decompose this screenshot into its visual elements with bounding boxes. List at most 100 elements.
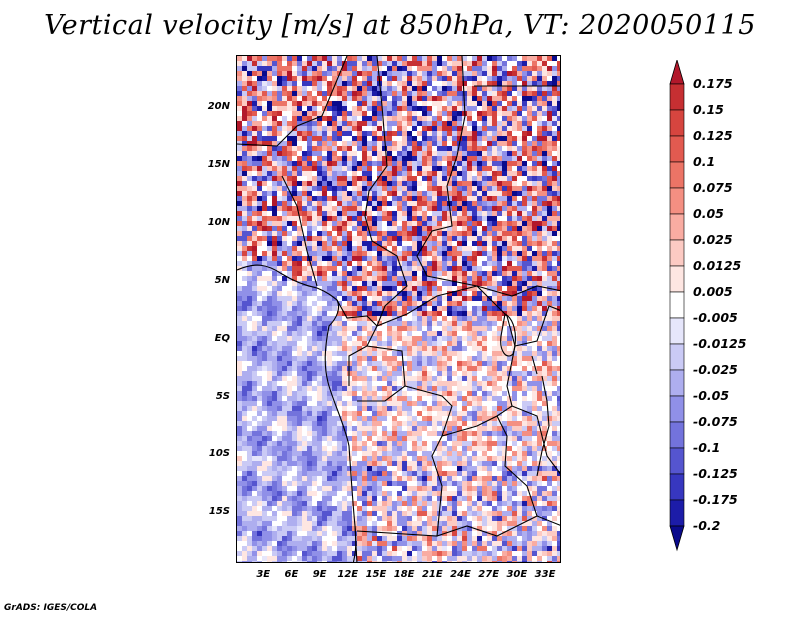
field-cell <box>317 121 323 127</box>
field-cell <box>412 311 418 317</box>
field-cell <box>422 261 428 267</box>
field-cell <box>332 321 338 327</box>
field-cell <box>422 181 428 187</box>
field-cell <box>387 301 393 307</box>
field-cell <box>367 281 373 287</box>
field-cell <box>312 436 318 442</box>
field-cell <box>532 116 538 122</box>
field-cell <box>362 351 368 357</box>
field-cell <box>407 336 413 342</box>
field-cell <box>467 236 473 242</box>
field-cell <box>512 366 518 372</box>
field-cell <box>532 126 538 132</box>
field-cell <box>432 61 438 67</box>
field-cell <box>247 266 253 272</box>
field-cell <box>237 181 243 187</box>
field-cell <box>247 311 253 317</box>
field-cell <box>532 91 538 97</box>
field-cell <box>452 126 458 132</box>
field-cell <box>477 401 483 407</box>
field-cell <box>262 251 268 257</box>
field-cell <box>447 96 453 102</box>
field-cell <box>542 121 548 127</box>
field-cell <box>337 146 343 152</box>
field-cell <box>387 156 393 162</box>
field-cell <box>427 86 433 92</box>
field-cell <box>332 76 338 82</box>
field-cell <box>252 396 258 402</box>
field-cell <box>372 431 378 437</box>
field-cell <box>482 266 488 272</box>
field-cell <box>427 306 433 312</box>
field-cell <box>352 411 358 417</box>
field-cell <box>487 306 493 312</box>
field-cell <box>502 106 508 112</box>
field-cell <box>472 116 478 122</box>
field-cell <box>342 361 348 367</box>
field-cell <box>492 231 498 237</box>
field-cell <box>412 131 418 137</box>
field-cell <box>497 331 503 337</box>
field-cell <box>287 256 293 262</box>
field-cell <box>512 336 518 342</box>
field-cell <box>407 366 413 372</box>
field-cell <box>512 226 518 232</box>
field-cell <box>332 146 338 152</box>
field-cell <box>437 381 443 387</box>
field-cell <box>317 301 323 307</box>
field-cell <box>352 61 358 67</box>
field-cell <box>377 186 383 192</box>
field-cell <box>362 406 368 412</box>
field-cell <box>497 416 503 422</box>
field-cell <box>317 186 323 192</box>
field-cell <box>502 321 508 327</box>
field-cell <box>357 341 363 347</box>
field-cell <box>347 256 353 262</box>
field-cell <box>432 166 438 172</box>
field-cell <box>242 101 248 107</box>
field-cell <box>407 206 413 212</box>
field-cell <box>397 406 403 412</box>
field-cell <box>412 231 418 237</box>
field-cell <box>252 91 258 97</box>
field-cell <box>277 301 283 307</box>
field-cell <box>302 221 308 227</box>
field-cell <box>522 321 528 327</box>
field-cell <box>447 326 453 332</box>
field-cell <box>422 126 428 132</box>
field-cell <box>497 241 503 247</box>
field-cell <box>432 366 438 372</box>
field-cell <box>382 76 388 82</box>
field-cell <box>327 291 333 297</box>
field-cell <box>417 276 423 282</box>
field-cell <box>242 431 248 437</box>
field-cell <box>497 56 503 62</box>
field-cell <box>397 56 403 62</box>
field-cell <box>337 421 343 427</box>
field-cell <box>412 136 418 142</box>
field-cell <box>517 211 523 217</box>
field-cell <box>517 146 523 152</box>
field-cell <box>402 386 408 392</box>
field-cell <box>282 256 288 262</box>
field-cell <box>462 431 468 437</box>
field-cell <box>412 66 418 72</box>
field-cell <box>557 376 560 382</box>
field-cell <box>262 396 268 402</box>
field-cell <box>302 126 308 132</box>
field-cell <box>277 436 283 442</box>
field-cell <box>522 161 528 167</box>
field-cell <box>367 261 373 267</box>
field-cell <box>532 401 538 407</box>
field-cell <box>487 276 493 282</box>
field-cell <box>437 101 443 107</box>
field-cell <box>357 251 363 257</box>
field-cell <box>432 66 438 72</box>
field-cell <box>342 401 348 407</box>
field-cell <box>482 406 488 412</box>
field-cell <box>357 426 363 432</box>
field-cell <box>552 281 558 287</box>
field-cell <box>262 61 268 67</box>
field-cell <box>542 351 548 357</box>
field-cell <box>352 211 358 217</box>
